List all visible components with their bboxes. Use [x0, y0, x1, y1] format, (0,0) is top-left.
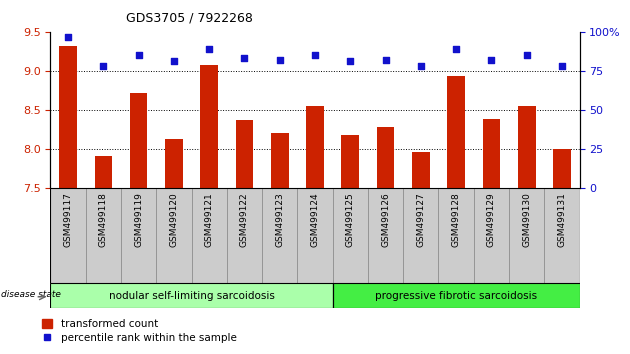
- Text: GSM499126: GSM499126: [381, 193, 390, 247]
- Bar: [341, 136, 359, 188]
- Text: GSM499124: GSM499124: [311, 193, 319, 247]
- Bar: [553, 149, 571, 188]
- FancyBboxPatch shape: [438, 188, 474, 283]
- Text: nodular self-limiting sarcoidosis: nodular self-limiting sarcoidosis: [108, 291, 275, 301]
- Point: [275, 57, 285, 63]
- Bar: [271, 133, 289, 188]
- FancyBboxPatch shape: [192, 188, 227, 283]
- Point: [345, 59, 355, 64]
- Text: GSM499125: GSM499125: [346, 193, 355, 247]
- Bar: [50, 283, 333, 308]
- FancyBboxPatch shape: [297, 188, 333, 283]
- Bar: [130, 93, 147, 188]
- Bar: [94, 156, 112, 188]
- Text: GSM499122: GSM499122: [240, 193, 249, 247]
- FancyBboxPatch shape: [474, 188, 509, 283]
- Bar: [377, 127, 394, 188]
- FancyBboxPatch shape: [86, 188, 121, 283]
- Point: [416, 63, 426, 69]
- Text: GSM499117: GSM499117: [64, 193, 72, 247]
- FancyBboxPatch shape: [368, 188, 403, 283]
- Bar: [447, 76, 465, 188]
- Point: [522, 52, 532, 58]
- Text: GSM499119: GSM499119: [134, 193, 143, 247]
- Text: GDS3705 / 7922268: GDS3705 / 7922268: [126, 12, 253, 25]
- Text: progressive fibrotic sarcoidosis: progressive fibrotic sarcoidosis: [375, 291, 537, 301]
- Point: [98, 63, 108, 69]
- Point: [557, 63, 567, 69]
- FancyBboxPatch shape: [156, 188, 192, 283]
- Point: [63, 34, 73, 39]
- Bar: [333, 283, 580, 308]
- Point: [204, 46, 214, 52]
- Point: [169, 59, 179, 64]
- Point: [134, 52, 144, 58]
- Bar: [165, 139, 183, 188]
- Text: GSM499131: GSM499131: [558, 193, 566, 247]
- FancyBboxPatch shape: [262, 188, 297, 283]
- FancyBboxPatch shape: [333, 188, 368, 283]
- Bar: [518, 106, 536, 188]
- Bar: [483, 119, 500, 188]
- Bar: [59, 46, 77, 188]
- Point: [310, 52, 320, 58]
- Text: GSM499128: GSM499128: [452, 193, 461, 247]
- FancyBboxPatch shape: [50, 188, 86, 283]
- Text: disease state: disease state: [1, 290, 61, 299]
- Point: [486, 57, 496, 63]
- Bar: [333, 283, 580, 308]
- Text: GSM499123: GSM499123: [275, 193, 284, 247]
- Bar: [412, 152, 430, 188]
- FancyBboxPatch shape: [509, 188, 544, 283]
- Legend: transformed count, percentile rank within the sample: transformed count, percentile rank withi…: [38, 315, 241, 348]
- Point: [239, 56, 249, 61]
- FancyBboxPatch shape: [121, 188, 156, 283]
- Text: GSM499127: GSM499127: [416, 193, 425, 247]
- Bar: [236, 120, 253, 188]
- Bar: [50, 283, 333, 308]
- Text: GSM499118: GSM499118: [99, 193, 108, 247]
- Point: [451, 46, 461, 52]
- Text: GSM499120: GSM499120: [169, 193, 178, 247]
- Text: GSM499121: GSM499121: [205, 193, 214, 247]
- FancyBboxPatch shape: [544, 188, 580, 283]
- Text: GSM499129: GSM499129: [487, 193, 496, 247]
- FancyBboxPatch shape: [227, 188, 262, 283]
- Text: GSM499130: GSM499130: [522, 193, 531, 247]
- Bar: [306, 106, 324, 188]
- Point: [381, 57, 391, 63]
- Bar: [200, 64, 218, 188]
- FancyBboxPatch shape: [403, 188, 438, 283]
